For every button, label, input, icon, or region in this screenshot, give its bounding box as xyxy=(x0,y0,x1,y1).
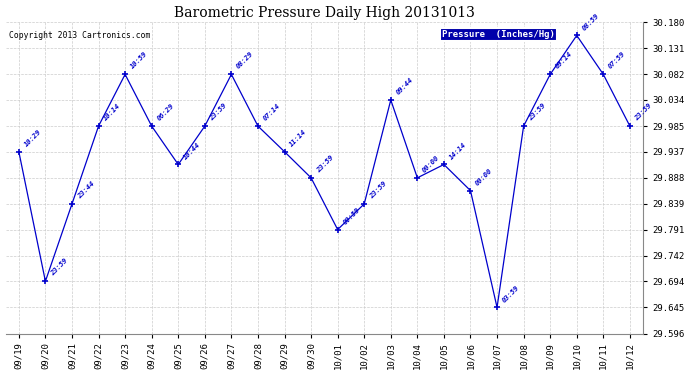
Text: 23:59: 23:59 xyxy=(634,103,653,122)
Text: 23:59: 23:59 xyxy=(528,103,547,122)
Text: 23:59: 23:59 xyxy=(209,103,228,122)
Text: 09:44: 09:44 xyxy=(395,76,414,96)
Title: Barometric Pressure Daily High 20131013: Barometric Pressure Daily High 20131013 xyxy=(174,6,475,20)
Text: 08:59: 08:59 xyxy=(581,12,600,31)
Text: 00:00: 00:00 xyxy=(422,154,441,174)
Text: 14:14: 14:14 xyxy=(448,141,467,160)
Text: 06:29: 06:29 xyxy=(156,103,175,122)
Text: 11:14: 11:14 xyxy=(288,128,308,147)
Text: 10:29: 10:29 xyxy=(23,128,42,147)
Text: 23:59: 23:59 xyxy=(315,154,335,174)
Text: 10:44: 10:44 xyxy=(182,141,201,160)
Text: 00:59: 00:59 xyxy=(342,206,361,225)
Text: 08:29: 08:29 xyxy=(235,51,255,70)
Text: 03:59: 03:59 xyxy=(501,284,520,303)
Text: Copyright 2013 Cartronics.com: Copyright 2013 Cartronics.com xyxy=(9,32,150,40)
Text: 23:59: 23:59 xyxy=(50,258,69,277)
Text: 23:44: 23:44 xyxy=(76,180,95,200)
Text: Pressure  (Inches/Hg): Pressure (Inches/Hg) xyxy=(442,30,555,39)
Text: 09:14: 09:14 xyxy=(554,51,573,70)
Text: 10:14: 10:14 xyxy=(103,103,122,122)
Text: 07:59: 07:59 xyxy=(607,51,627,70)
Text: 23:59: 23:59 xyxy=(368,180,388,200)
Text: 07:14: 07:14 xyxy=(262,103,282,122)
Text: 10:59: 10:59 xyxy=(129,51,148,70)
Text: 00:00: 00:00 xyxy=(475,167,494,186)
